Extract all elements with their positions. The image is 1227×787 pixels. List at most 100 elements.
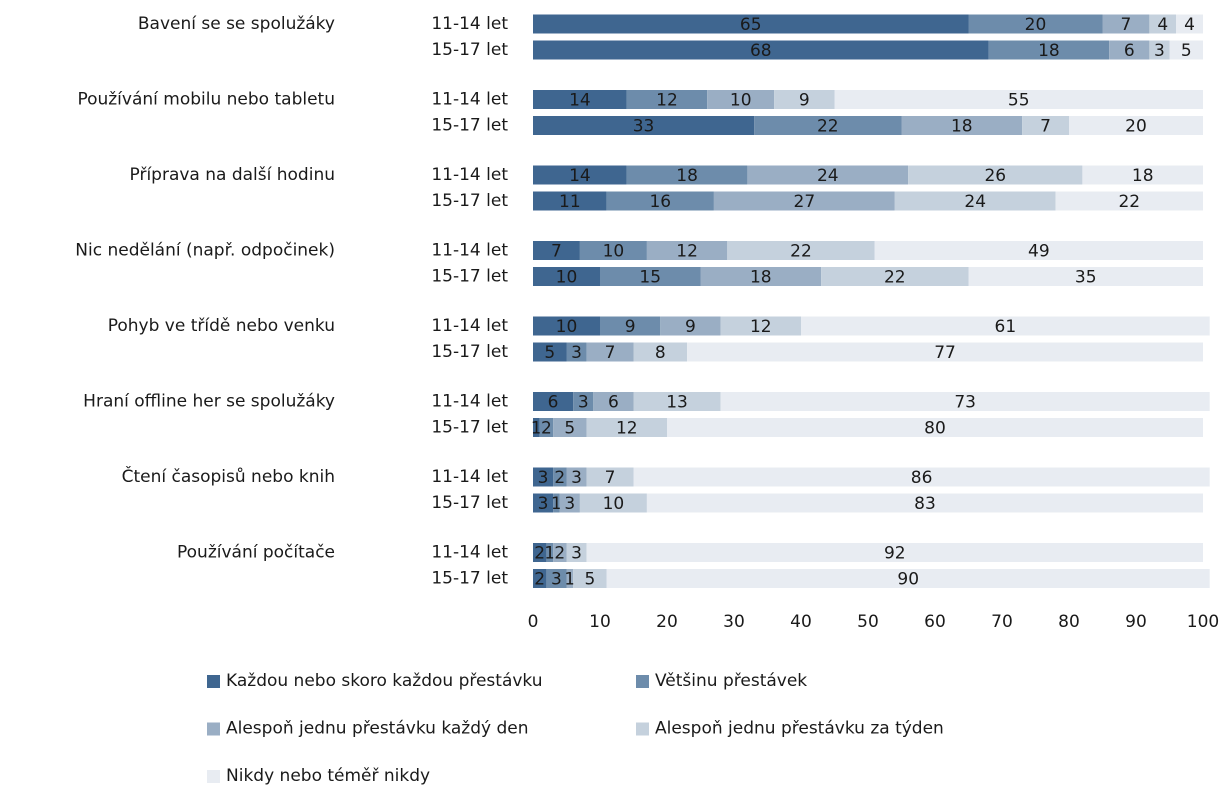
- bar-segment: [774, 90, 835, 109]
- data-label: 22: [1118, 192, 1140, 212]
- data-label: 65: [740, 15, 762, 35]
- row-label: 11-14 let: [431, 543, 508, 563]
- bar-segment: [533, 493, 554, 513]
- bar-segment: [533, 14, 969, 34]
- bar-segment: [579, 241, 647, 260]
- group-label: Pohyb ve třídě nebo venku: [108, 316, 335, 336]
- data-label: 90: [897, 570, 919, 590]
- bar-segment: [660, 316, 721, 336]
- bar-segment: [533, 543, 547, 562]
- bar-segment: [586, 418, 667, 437]
- row-label: 15-17 let: [431, 569, 508, 589]
- data-label: 18: [750, 268, 772, 288]
- data-label: 10: [556, 268, 578, 288]
- data-label: 7: [605, 343, 616, 363]
- bar-segment: [579, 493, 647, 513]
- bar-segment: [533, 40, 989, 60]
- data-label: 9: [685, 317, 696, 337]
- data-label: 12: [676, 242, 698, 262]
- data-label: 18: [951, 117, 973, 137]
- data-label: 73: [954, 393, 976, 413]
- bar-segment: [834, 90, 1203, 109]
- row-label: 15-17 let: [431, 418, 508, 438]
- data-label: 15: [639, 268, 661, 288]
- data-label: 2: [534, 570, 545, 590]
- data-label: 6: [1124, 41, 1135, 61]
- bar-segment: [586, 543, 1203, 562]
- bar-segment: [720, 392, 1210, 411]
- data-label: 12: [750, 317, 772, 337]
- bar-segment: [573, 569, 607, 588]
- legend-label: Alespoň jednu přestávku každý den: [226, 719, 529, 739]
- data-label: 14: [569, 91, 591, 111]
- data-label: 6: [608, 393, 619, 413]
- data-label: 1: [551, 494, 562, 514]
- legend-swatch: [207, 770, 220, 783]
- bar-segment: [533, 90, 627, 109]
- bar-segment: [874, 241, 1203, 260]
- bar-segment: [626, 165, 748, 185]
- bar-segment: [687, 342, 1203, 362]
- data-label: 2: [534, 544, 545, 564]
- bar-segment: [968, 267, 1203, 286]
- bar-segment: [720, 316, 801, 336]
- data-label: 61: [995, 317, 1017, 337]
- data-label: 5: [1181, 41, 1192, 61]
- data-label: 24: [817, 166, 839, 186]
- data-label: 5: [585, 570, 596, 590]
- bar-segment: [633, 467, 1210, 487]
- data-label: 7: [1121, 15, 1132, 35]
- bar-segment: [606, 191, 714, 211]
- data-label: 9: [625, 317, 636, 337]
- data-label: 22: [884, 268, 906, 288]
- bar-segment: [901, 116, 1023, 135]
- data-label: 2: [554, 544, 565, 564]
- data-label: 2: [541, 419, 552, 439]
- x-tick-label: 20: [656, 612, 678, 632]
- bar-segment: [646, 493, 1203, 513]
- data-label: 83: [914, 494, 936, 514]
- data-label: 20: [1125, 117, 1147, 137]
- data-label: 3: [538, 468, 549, 488]
- legend-swatch: [636, 675, 649, 688]
- data-label: 27: [794, 192, 816, 212]
- data-label: 55: [1008, 91, 1030, 111]
- bar-segment: [968, 14, 1103, 34]
- legend-swatch: [207, 722, 220, 736]
- x-tick-label: 90: [1125, 612, 1147, 632]
- bar-segment: [546, 543, 554, 562]
- data-label: 18: [1132, 166, 1154, 186]
- data-label: 26: [984, 166, 1006, 186]
- data-label: 33: [633, 117, 655, 137]
- bar-segment: [600, 267, 701, 286]
- legend-label: Alespoň jednu přestávku za týden: [655, 719, 944, 739]
- bar-segment: [533, 241, 580, 260]
- bar-segment: [707, 90, 775, 109]
- data-label: 6: [548, 393, 559, 413]
- bar-segment: [533, 342, 567, 362]
- data-label: 49: [1028, 242, 1050, 262]
- bar-segment: [533, 267, 600, 286]
- data-label: 2: [554, 468, 565, 488]
- data-label: 7: [551, 242, 562, 262]
- bar-segment: [553, 418, 587, 437]
- bar-segment: [1109, 40, 1150, 60]
- bar-segment: [1069, 116, 1203, 135]
- data-label: 3: [538, 494, 549, 514]
- legend-label: Většinu přestávek: [655, 671, 807, 691]
- bar-segment: [626, 90, 708, 109]
- bar-segment: [553, 543, 567, 562]
- row-label: 11-14 let: [431, 467, 508, 487]
- bar-segment: [713, 191, 895, 211]
- data-label: 1: [531, 419, 542, 439]
- bar-segment: [821, 267, 969, 286]
- data-label: 3: [571, 468, 582, 488]
- bar-segment: [894, 191, 1056, 211]
- row-label: 15-17 let: [431, 116, 508, 136]
- data-label: 7: [605, 468, 616, 488]
- data-label: 3: [571, 343, 582, 363]
- data-label: 4: [1184, 15, 1195, 35]
- data-label: 3: [564, 494, 575, 514]
- data-label: 10: [603, 494, 625, 514]
- data-label: 12: [656, 91, 678, 111]
